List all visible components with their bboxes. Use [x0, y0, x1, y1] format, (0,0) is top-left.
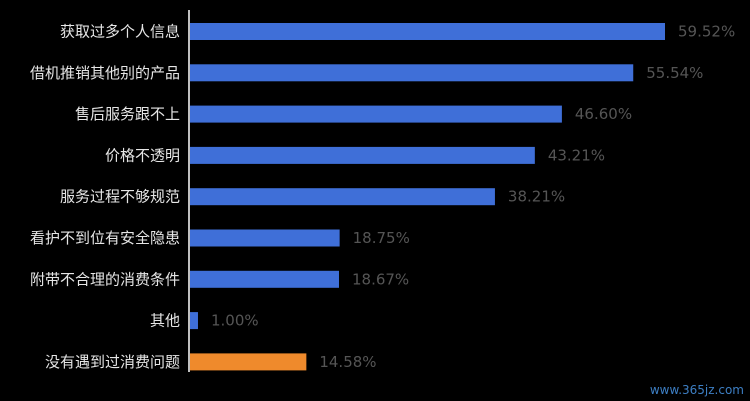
- bar-6: [190, 270, 339, 288]
- bar-5: [190, 229, 340, 247]
- value-label-5: 18.75%: [353, 229, 410, 247]
- bar-3: [190, 146, 535, 164]
- bar-8: [190, 353, 307, 371]
- category-label-4: 服务过程不够规范: [60, 188, 180, 206]
- value-labels-group: 59.52% 55.54% 46.60% 43.21% 38.21% 18.75% 18.6…: [211, 23, 735, 371]
- category-label-7: 其他: [150, 312, 180, 330]
- value-label-7: 1.00%: [211, 312, 259, 330]
- value-label-4: 38.21%: [508, 188, 565, 206]
- value-label-8: 14.58%: [319, 353, 376, 371]
- bar-0: [190, 23, 665, 40]
- value-label-6: 18.67%: [352, 270, 409, 288]
- category-label-0: 获取过多个人信息: [60, 23, 180, 41]
- category-label-5: 看护不到位有安全隐患: [30, 229, 180, 247]
- category-label-8: 没有遇到过消费问题: [45, 353, 180, 371]
- bars-group: [190, 23, 665, 371]
- value-label-0: 59.52%: [678, 23, 735, 41]
- bar-7: [190, 312, 198, 330]
- bar-2: [190, 105, 562, 123]
- value-label-3: 43.21%: [548, 146, 605, 164]
- category-label-1: 借机推销其他别的产品: [30, 64, 180, 82]
- value-label-1: 55.54%: [646, 64, 703, 82]
- category-labels-group: 获取过多个人信息借机推销其他别的产品售后服务跟不上价格不透明服务过程不够规范看护…: [30, 23, 180, 371]
- category-label-2: 售后服务跟不上: [75, 105, 180, 123]
- bar-1: [190, 64, 634, 82]
- bar-4: [190, 188, 495, 206]
- value-label-2: 46.60%: [575, 105, 632, 123]
- category-label-3: 价格不透明: [105, 146, 180, 164]
- category-label-6: 附带不合理的消费条件: [30, 270, 180, 288]
- watermark: www.365jz.com: [649, 383, 744, 397]
